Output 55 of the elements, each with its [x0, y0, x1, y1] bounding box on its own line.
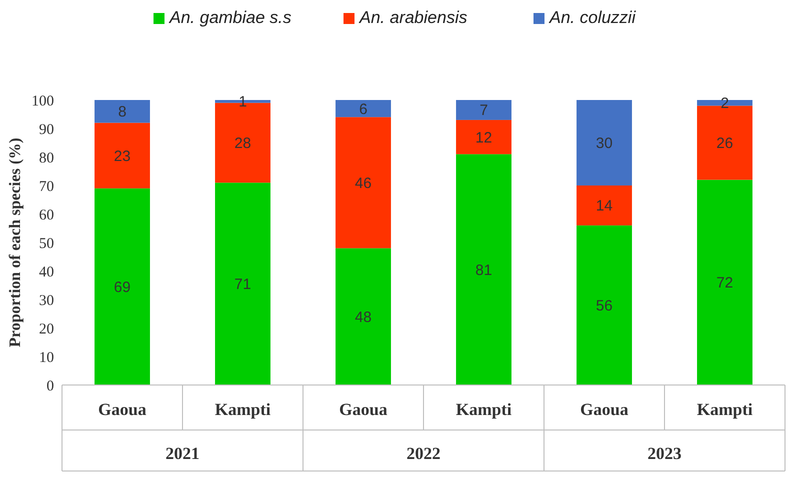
data-label: 69: [114, 278, 131, 296]
x-tick-label: Gaoua: [580, 400, 629, 419]
data-label: 7: [480, 102, 488, 120]
bar: [456, 120, 512, 154]
data-label: 28: [234, 135, 252, 152]
y-tick-label: 80: [39, 150, 54, 166]
data-label: 46: [354, 174, 372, 192]
y-tick-label: 50: [39, 236, 54, 252]
bar: [94, 122, 150, 188]
y-axis-title: Proportion of each species (%): [7, 138, 24, 348]
bar: [576, 225, 632, 385]
x-tick-label: Kampti: [696, 400, 753, 419]
data-label: 30: [596, 135, 613, 152]
data-label: 1: [238, 94, 247, 111]
data-label: 12: [475, 129, 492, 146]
bar: [215, 182, 270, 385]
y-tick-label: 20: [39, 321, 54, 338]
bar: [336, 248, 391, 385]
bar: [456, 154, 512, 385]
y-tick-label: 30: [39, 292, 54, 309]
y-tick-label: 100: [32, 93, 54, 110]
data-label: 6: [359, 100, 368, 118]
text: 2023: [648, 444, 682, 463]
data-label: 23: [114, 148, 131, 165]
x-tick-label: Kampti: [214, 400, 271, 419]
legend-label: An. coluzzii: [548, 8, 637, 27]
y-tick-label: 70: [39, 178, 54, 195]
data-label: 72: [716, 274, 734, 292]
y-tick-label: 60: [39, 207, 54, 224]
x-tick-label: Gaoua: [98, 400, 147, 419]
data-label: 56: [596, 297, 613, 314]
y-tick-label: 10: [39, 350, 54, 366]
y-tick-label: 90: [39, 122, 54, 138]
y-tick-label: 0: [46, 378, 54, 394]
y-tick-label: 40: [39, 264, 54, 280]
data-label: 71: [234, 276, 252, 294]
legend-label: An. gambiae s.s: [168, 8, 292, 27]
legend-label: An. arabiensis: [358, 8, 468, 27]
bar: [576, 186, 632, 226]
x-tick-label: Gaoua: [339, 400, 388, 419]
x-tick-label: Kampti: [456, 400, 512, 419]
bar: [456, 100, 512, 120]
text: 2022: [406, 444, 440, 463]
data-label: 26: [716, 135, 734, 152]
bar: [576, 100, 632, 186]
data-label: 8: [118, 104, 126, 121]
data-label: 81: [475, 262, 492, 279]
bar: [336, 117, 391, 248]
data-label: 14: [596, 198, 613, 215]
text: 2021: [166, 444, 200, 463]
bar: [94, 188, 150, 385]
bar: [94, 100, 150, 123]
data-label: 48: [354, 308, 372, 326]
bar: [336, 100, 391, 118]
bar: [697, 180, 752, 385]
